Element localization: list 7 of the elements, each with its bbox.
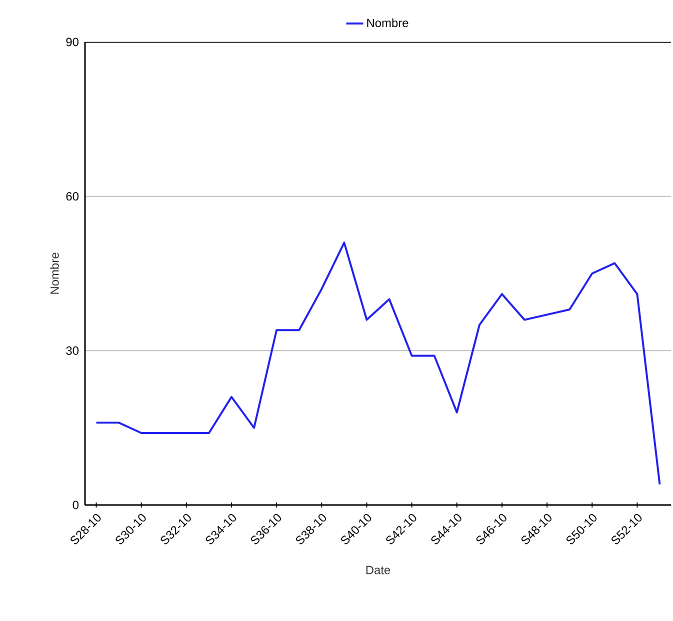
y-axis-title: Nombre <box>50 252 59 294</box>
legend-label: Nombre <box>367 18 408 28</box>
y-tick-label: 60 <box>66 192 79 201</box>
y-tick-label: 90 <box>66 38 79 46</box>
y-tick-label: 30 <box>66 346 79 355</box>
x-axis-title: Date <box>366 566 390 574</box>
y-tick-label: 0 <box>72 500 79 510</box>
